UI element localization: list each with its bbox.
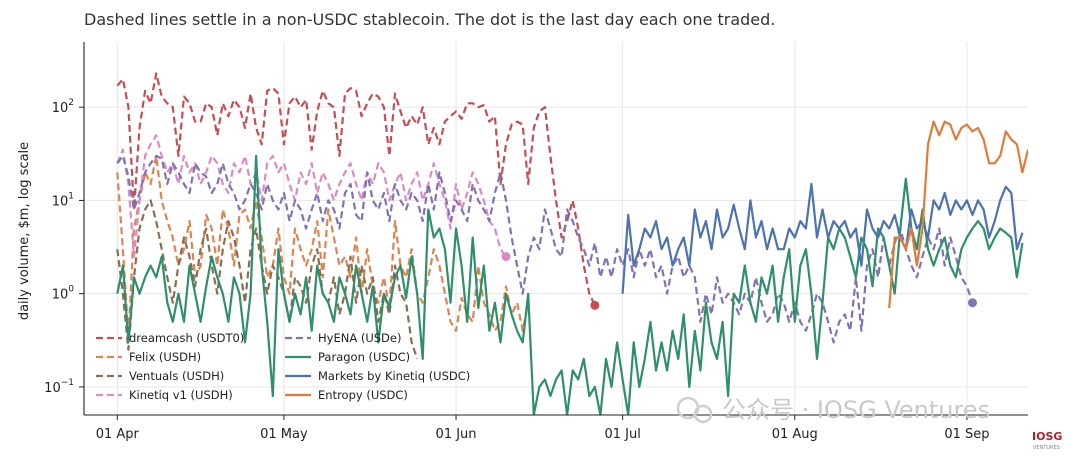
- watermark-text: 公众号 · IOSG Ventures: [722, 396, 990, 424]
- series-line-ventuals-usdh: [116, 199, 419, 360]
- x-tick-label: 01 Aug: [772, 427, 818, 442]
- series-line-paragon-usdc: [116, 154, 1024, 415]
- legend-entry: Felix (USDH): [129, 350, 201, 364]
- y-tick-label: 102: [52, 98, 74, 116]
- end-dot-hyena-usde: [967, 298, 977, 308]
- legend-entry: Markets by Kinetiq (USDC): [318, 369, 470, 383]
- watermark-logo: IOSG: [1032, 430, 1062, 443]
- legend-entry: dreamcash (USDT0): [129, 331, 244, 345]
- y-tick-label: 101: [52, 191, 74, 209]
- axes: 10−1 100 101 102 01 Apr 01 May 01 Jun 01 Jul 01 …: [44, 42, 1028, 442]
- series-lines: [116, 72, 1028, 415]
- series-line-felix-usdh: [116, 154, 530, 338]
- y-tick-label: 10−1: [44, 378, 74, 396]
- gridlines: [84, 42, 1028, 415]
- legend: dreamcash (USDT0) Felix (USDH) Ventuals (U…: [96, 331, 470, 402]
- legend-entry: Kinetiq v1 (USDH): [129, 388, 233, 402]
- x-tick-label: 01 Apr: [96, 427, 140, 442]
- series-line-hyena-usde: [116, 154, 974, 344]
- series-line-kinetiq-v1-usdh: [116, 134, 507, 258]
- x-tick-label: 01 Jun: [436, 427, 477, 442]
- series-line-entropy-usdc: [888, 120, 1028, 309]
- legend-entry: Ventuals (USDH): [129, 369, 224, 383]
- watermark: 公众号 · IOSG Ventures IOSG VENTURES: [676, 396, 1062, 451]
- series-line-markets-by-kinetiq-usdc: [621, 182, 1024, 294]
- end-dot-kinetiq-v1-usdh: [501, 252, 511, 262]
- legend-entry: HyENA (USDe): [318, 331, 401, 345]
- end-dots: [501, 252, 977, 310]
- series-line-dreamcash-usdt0: [116, 72, 596, 306]
- y-tick-label: 100: [52, 285, 75, 303]
- chart-title: Dashed lines settle in a non-USDC stable…: [84, 10, 776, 29]
- x-tick-label: 01 Sep: [944, 427, 989, 442]
- x-tick-label: 01 May: [260, 427, 308, 442]
- watermark-logo-sub: VENTURES: [1033, 445, 1060, 451]
- x-tick-label: 01 Jul: [604, 427, 640, 442]
- end-dot-dreamcash-usdt0: [590, 300, 600, 310]
- legend-entry: Entropy (USDC): [318, 388, 408, 402]
- legend-entry: Paragon (USDC): [318, 350, 410, 364]
- y-axis-label: daily volume, $m, log scale: [17, 142, 32, 320]
